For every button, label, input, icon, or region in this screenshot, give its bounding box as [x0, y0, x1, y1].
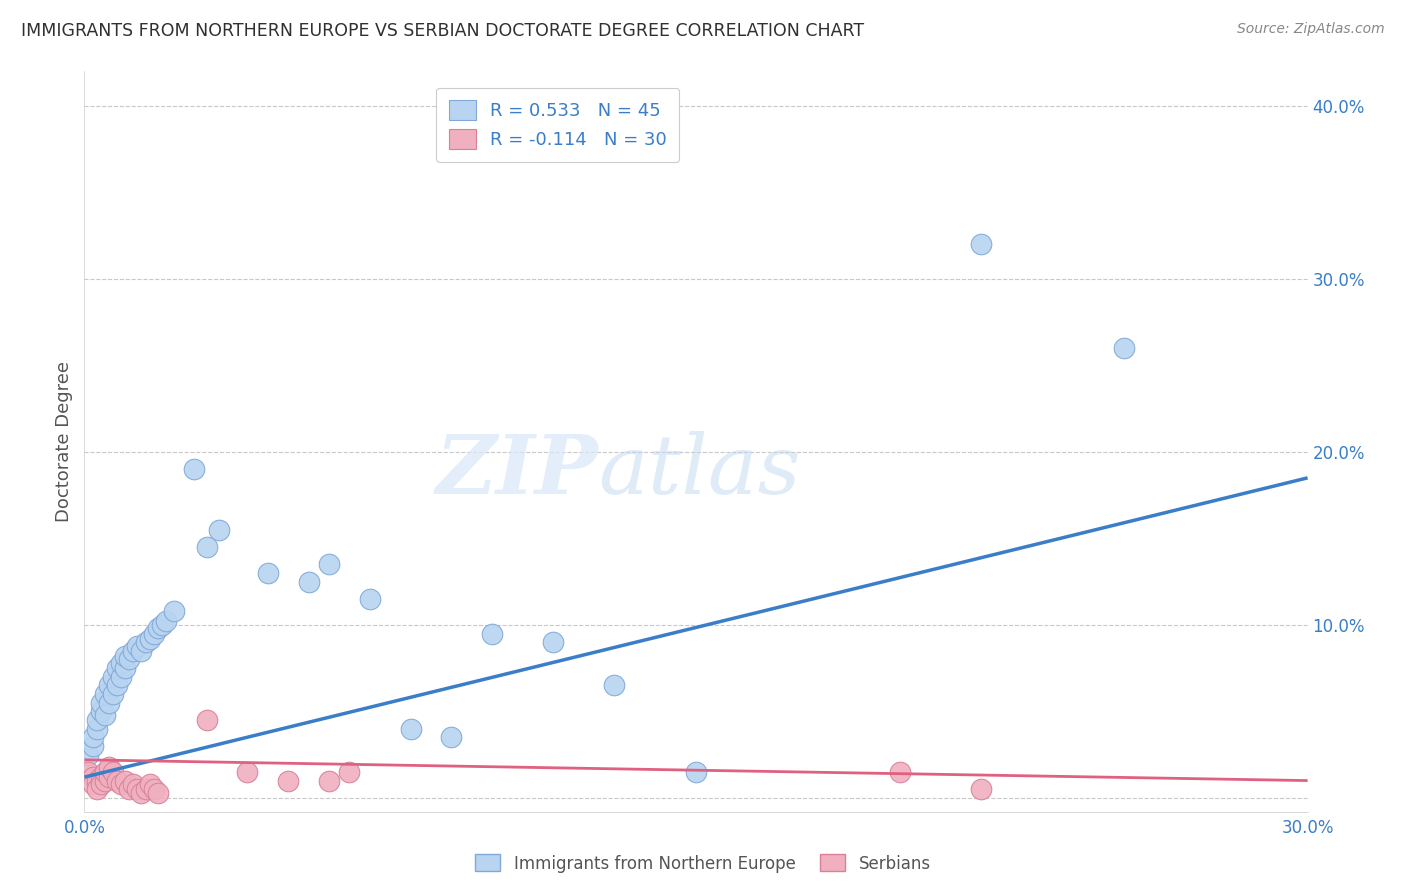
Point: [90, 770, 112, 784]
Point: [163, 604, 186, 618]
Text: IMMIGRANTS FROM NORTHERN EUROPE VS SERBIAN DOCTORATE DEGREE CORRELATION CHART: IMMIGRANTS FROM NORTHERN EUROPE VS SERBI…: [21, 22, 865, 40]
Point: [90, 705, 112, 719]
Text: Source: ZipAtlas.com: Source: ZipAtlas.com: [1237, 22, 1385, 37]
Point: [105, 661, 128, 675]
Point: [114, 661, 136, 675]
Legend: Immigrants from Northern Europe, Serbians: Immigrants from Northern Europe, Serbian…: [468, 847, 938, 880]
Point: [318, 558, 340, 572]
Point: [97, 678, 120, 692]
Point: [90, 777, 112, 791]
Point: [86, 722, 108, 736]
Point: [970, 237, 993, 252]
Point: [146, 621, 169, 635]
Point: [970, 782, 993, 797]
Point: [97, 760, 120, 774]
Point: [277, 773, 299, 788]
Point: [93, 773, 115, 788]
Point: [82, 777, 104, 791]
Point: [110, 777, 132, 791]
Point: [82, 731, 104, 745]
Point: [93, 707, 115, 722]
Point: [138, 777, 160, 791]
Point: [150, 618, 173, 632]
Point: [257, 566, 280, 580]
Point: [131, 786, 153, 800]
Point: [135, 782, 157, 797]
Point: [86, 713, 108, 727]
Point: [93, 687, 115, 701]
Text: ZIP: ZIP: [436, 431, 598, 511]
Point: [77, 764, 100, 779]
Point: [298, 574, 321, 589]
Point: [110, 656, 132, 670]
Point: [114, 773, 136, 788]
Point: [339, 764, 361, 779]
Point: [97, 696, 120, 710]
Point: [77, 747, 100, 762]
Point: [110, 670, 132, 684]
Point: [118, 652, 141, 666]
Point: [142, 782, 165, 797]
Point: [86, 773, 108, 788]
Point: [155, 615, 177, 629]
Point: [359, 591, 381, 606]
Point: [142, 626, 165, 640]
Point: [82, 739, 104, 753]
Point: [399, 722, 422, 736]
Point: [82, 770, 104, 784]
Point: [97, 770, 120, 784]
Point: [138, 632, 160, 646]
Point: [440, 731, 463, 745]
Point: [114, 648, 136, 663]
Point: [127, 782, 149, 797]
Point: [1114, 341, 1136, 355]
Text: atlas: atlas: [598, 431, 800, 511]
Point: [318, 773, 340, 788]
Point: [101, 670, 124, 684]
Y-axis label: Doctorate Degree: Doctorate Degree: [55, 361, 73, 522]
Legend: R = 0.533   N = 45, R = -0.114   N = 30: R = 0.533 N = 45, R = -0.114 N = 30: [436, 87, 679, 161]
Point: [122, 777, 145, 791]
Point: [208, 523, 231, 537]
Point: [101, 764, 124, 779]
Point: [195, 540, 218, 554]
Point: [183, 462, 205, 476]
Point: [481, 626, 503, 640]
Point: [90, 696, 112, 710]
Point: [122, 644, 145, 658]
Point: [236, 764, 259, 779]
Point: [127, 639, 149, 653]
Point: [105, 773, 128, 788]
Point: [543, 635, 565, 649]
Point: [93, 764, 115, 779]
Point: [105, 678, 128, 692]
Point: [86, 782, 108, 797]
Point: [101, 687, 124, 701]
Point: [195, 713, 218, 727]
Point: [889, 764, 911, 779]
Point: [146, 786, 169, 800]
Point: [685, 764, 707, 779]
Point: [131, 644, 153, 658]
Point: [118, 782, 141, 797]
Point: [603, 678, 626, 692]
Point: [135, 635, 157, 649]
